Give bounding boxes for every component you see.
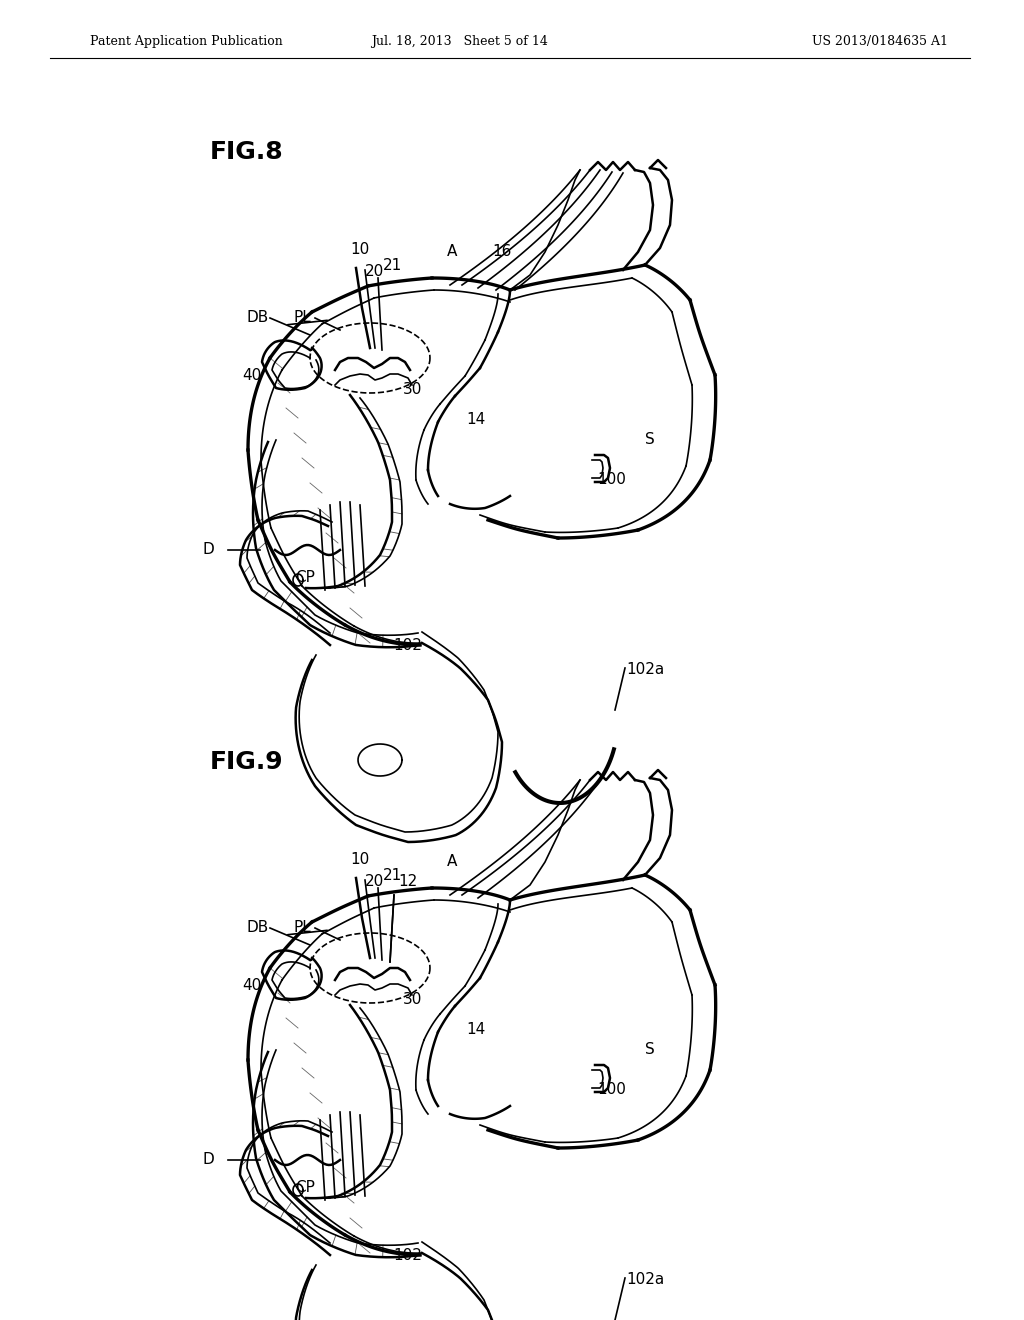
Text: 20: 20	[365, 264, 384, 280]
Text: CP: CP	[295, 1180, 315, 1196]
Text: DB: DB	[247, 920, 269, 936]
Text: 30: 30	[402, 993, 422, 1007]
Text: D: D	[202, 543, 214, 557]
Text: 20: 20	[365, 874, 384, 890]
Text: CP: CP	[295, 570, 315, 586]
Text: 102: 102	[393, 638, 423, 652]
Text: 40: 40	[243, 367, 261, 383]
Text: 30: 30	[402, 383, 422, 397]
Text: US 2013/0184635 A1: US 2013/0184635 A1	[812, 36, 948, 49]
Text: 40: 40	[243, 978, 261, 993]
Text: 102: 102	[393, 1247, 423, 1262]
Text: S: S	[645, 1043, 655, 1057]
Text: DB: DB	[247, 310, 269, 326]
Text: A: A	[446, 244, 457, 260]
Text: PL: PL	[293, 920, 311, 936]
Text: FIG.9: FIG.9	[210, 750, 284, 774]
Text: 21: 21	[382, 257, 401, 272]
Text: FIG.8: FIG.8	[210, 140, 284, 164]
Text: 102a: 102a	[626, 663, 665, 677]
Text: 102a: 102a	[626, 1272, 665, 1287]
Text: D: D	[202, 1152, 214, 1167]
Text: 100: 100	[598, 473, 627, 487]
Text: 10: 10	[350, 243, 370, 257]
Text: Jul. 18, 2013   Sheet 5 of 14: Jul. 18, 2013 Sheet 5 of 14	[372, 36, 549, 49]
Text: 100: 100	[598, 1082, 627, 1097]
Text: 10: 10	[350, 853, 370, 867]
Text: 14: 14	[466, 1023, 485, 1038]
Text: S: S	[645, 433, 655, 447]
Text: Patent Application Publication: Patent Application Publication	[90, 36, 283, 49]
Text: PL: PL	[293, 310, 311, 326]
Text: 12: 12	[398, 874, 418, 890]
Text: A: A	[446, 854, 457, 870]
Text: 21: 21	[382, 867, 401, 883]
Text: 16: 16	[493, 244, 512, 260]
Text: 14: 14	[466, 412, 485, 428]
